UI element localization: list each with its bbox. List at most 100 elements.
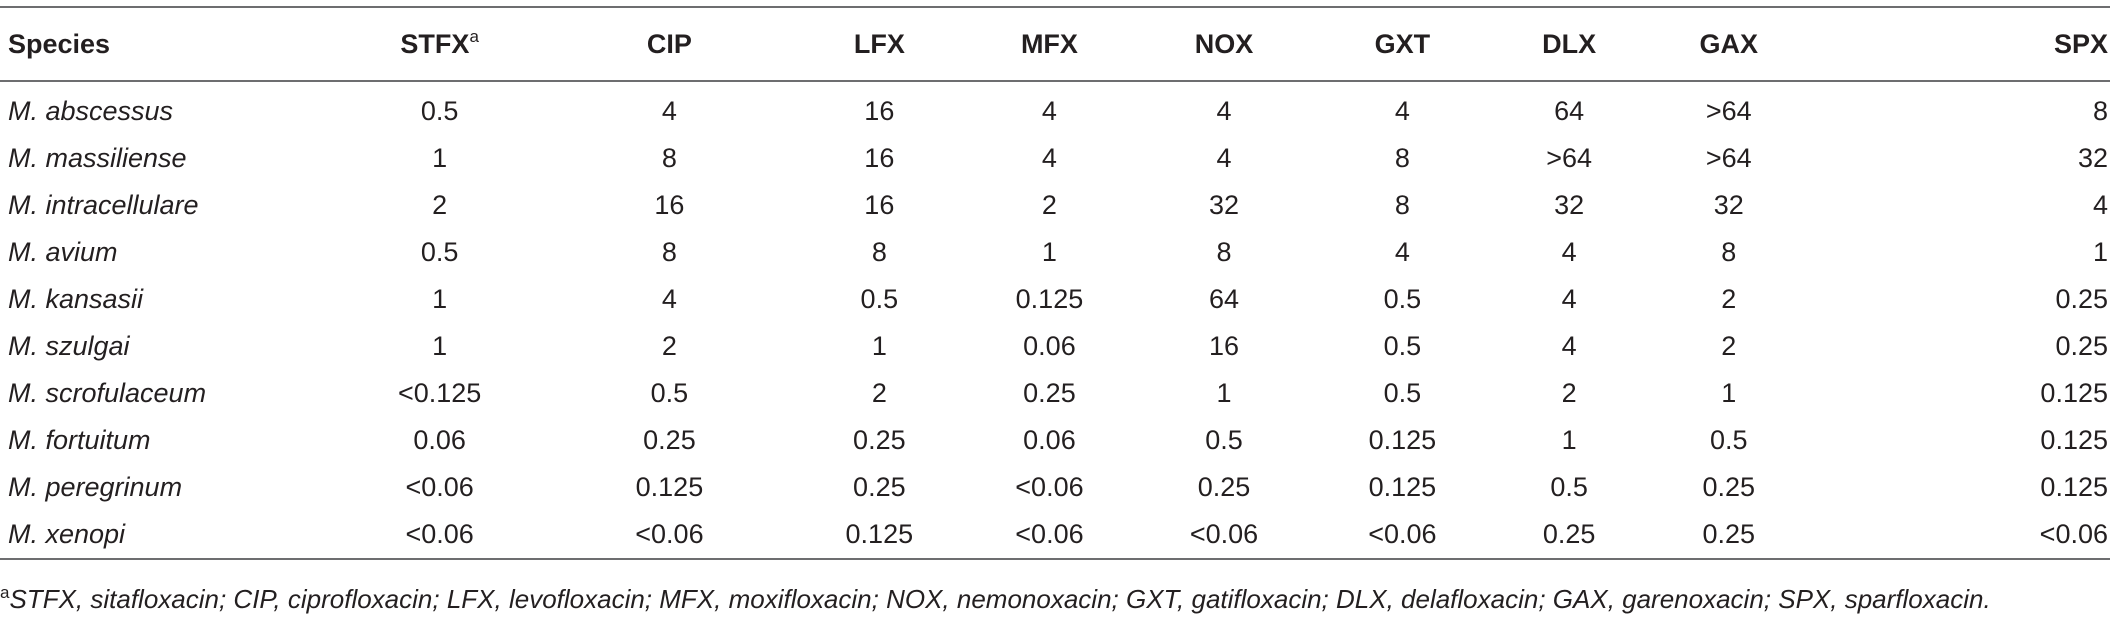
mic-value-cell: 2	[871, 378, 887, 408]
mic-value-cell: 4	[661, 284, 677, 314]
table-row: M. massiliense 1 8 16 4 4 8 >64 >64 32	[0, 135, 2110, 182]
table-row: M. szulgai 1 2 1 0.06 16 0.5 4 2 0.25	[0, 323, 2110, 370]
mic-value-cell: 0.5	[1383, 331, 1422, 361]
mic-value-cell: 16	[864, 143, 895, 173]
table-footnote: aSTFX, sitafloxacin; CIP, ciprofloxacin;…	[0, 583, 1991, 615]
mic-value-cell: 0.06	[1023, 331, 1076, 361]
mic-value-cell: 0.25	[853, 472, 906, 502]
mic-value-cell: 32	[1554, 190, 1585, 220]
species-cell: M. kansasii	[8, 284, 144, 314]
mic-value-cell: 2	[1041, 190, 1057, 220]
mic-value-cell: 2	[1721, 284, 1737, 314]
mic-value-cell: 0.25	[1702, 472, 1756, 502]
mic-value-cell: 0.125	[2040, 425, 2108, 455]
mic-value-cell: 1	[1721, 378, 1737, 408]
species-cell: M. scrofulaceum	[8, 378, 207, 408]
mic-value-cell: 0.125	[845, 519, 914, 549]
mic-value-cell: 1	[432, 284, 448, 314]
mic-value-cell: <0.06	[2039, 519, 2108, 549]
mic-value-cell: 0.25	[2055, 284, 2108, 314]
mic-value-cell: 16	[864, 96, 895, 126]
mic-value-cell: <0.06	[405, 472, 474, 502]
table-row: M. intracellulare 2 16 16 2 32 8 32 32 4	[0, 182, 2110, 229]
mic-value-cell: 0.06	[1023, 425, 1076, 455]
mic-value-cell: 8	[871, 237, 887, 267]
mic-value-cell: 16	[1208, 331, 1239, 361]
mic-value-cell: 0.25	[1702, 519, 1756, 549]
header-nox: NOX	[1194, 28, 1254, 59]
mic-value-cell: 0.5	[1710, 425, 1748, 455]
mic-value-cell: <0.06	[1368, 519, 1437, 549]
mic-value-cell: 0.25	[643, 425, 696, 455]
mic-value-cell: 0.25	[1542, 519, 1596, 549]
mic-value-cell: 1	[1561, 425, 1577, 455]
mic-value-cell: 0.5	[1205, 425, 1243, 455]
table-row: M. xenopi <0.06 <0.06 0.125 <0.06 <0.06 <0.06 0…	[0, 511, 2110, 559]
species-cell: M. massiliense	[8, 143, 187, 173]
mic-value-cell: 0.5	[1383, 378, 1422, 408]
mic-value-cell: 8	[1394, 190, 1410, 220]
mic-value-cell: 64	[1208, 284, 1239, 314]
table-body: M. abscessus 0.5 4 16 4 4 4 64 >64 8 M. massiliens…	[0, 81, 2110, 559]
mic-value-cell: 4	[1561, 331, 1577, 361]
mic-value-cell: <0.06	[635, 519, 704, 549]
mic-value-cell: 8	[1216, 237, 1232, 267]
table-row: M. fortuitum 0.06 0.25 0.25 0.06 0.5 0.125 1 0.5…	[0, 417, 2110, 464]
mic-value-cell: 8	[661, 237, 677, 267]
mic-value-cell: 0.5	[860, 284, 899, 314]
header-stfx-superscript: a	[469, 26, 479, 46]
mic-value-cell: 0.25	[1023, 378, 1076, 408]
mic-value-cell: 0.25	[1197, 472, 1251, 502]
header-stfx: STFXa	[331, 7, 548, 81]
mic-value-cell: 16	[864, 190, 895, 220]
mic-value-cell: 4	[2092, 190, 2108, 220]
table-row: M. scrofulaceum <0.125 0.5 2 0.25 1 0.5 2 1 0.125	[0, 370, 2110, 417]
header-gxt: GXT	[1374, 28, 1431, 59]
mic-value-cell: 0.125	[1368, 425, 1437, 455]
mic-value-cell: 4	[1041, 143, 1057, 173]
mic-value-cell: 0.5	[420, 96, 459, 126]
header-mfx: MFX	[1020, 28, 1078, 59]
mic-value-cell: 0.5	[1383, 284, 1422, 314]
mic-value-cell: 16	[654, 190, 685, 220]
mic-value-cell: 4	[1561, 284, 1577, 314]
mic-value-cell: >64	[1705, 143, 1752, 173]
species-cell: M. intracellulare	[8, 190, 199, 220]
mic-value-cell: 0.06	[413, 425, 466, 455]
mic-value-cell: 4	[1216, 96, 1232, 126]
header-stfx-label: STFX	[400, 28, 470, 59]
mic-value-cell: <0.06	[1015, 519, 1084, 549]
header-dlx: DLX	[1542, 28, 1597, 59]
mic-value-cell: 8	[1721, 237, 1737, 267]
table-row: M. abscessus 0.5 4 16 4 4 4 64 >64 8	[0, 81, 2110, 135]
mic-value-cell: 0.125	[635, 472, 704, 502]
mic-value-cell: 8	[2092, 96, 2108, 126]
mic-value-cell: <0.06	[405, 519, 474, 549]
header-gax: GAX	[1699, 28, 1759, 59]
mic-value-cell: 2	[661, 331, 677, 361]
mic-value-cell: 4	[1216, 143, 1232, 173]
mic-value-cell: 0.25	[2055, 331, 2108, 361]
footnote-text: STFX, sitafloxacin; CIP, ciprofloxacin; …	[9, 584, 1991, 614]
header-species: Species	[8, 28, 111, 59]
mic-value-cell: <0.06	[1015, 472, 1084, 502]
mic-table: Species STFXa CIP LFX MFX NOX GXT DLX GA…	[0, 6, 2110, 560]
mic-value-cell: 1	[2092, 237, 2108, 267]
mic-value-cell: 4	[1561, 237, 1577, 267]
mic-value-cell: 1	[1216, 378, 1232, 408]
species-cell: M. xenopi	[8, 519, 126, 549]
mic-value-cell: 1	[432, 143, 448, 173]
mic-value-cell: 0.125	[2040, 472, 2108, 502]
mic-value-cell: 0.125	[1368, 472, 1437, 502]
species-cell: M. avium	[8, 237, 118, 267]
mic-value-cell: 64	[1554, 96, 1585, 126]
mic-value-cell: 0.5	[420, 237, 459, 267]
species-cell: M. abscessus	[8, 96, 174, 126]
table-row: M. avium 0.5 8 8 1 8 4 4 8 1	[0, 229, 2110, 276]
mic-value-cell: 0.5	[650, 378, 689, 408]
mic-value-cell: 0.25	[853, 425, 906, 455]
header-spx: SPX	[2053, 28, 2108, 59]
mic-value-cell: 1	[1041, 237, 1057, 267]
mic-value-cell: 32	[1208, 190, 1239, 220]
